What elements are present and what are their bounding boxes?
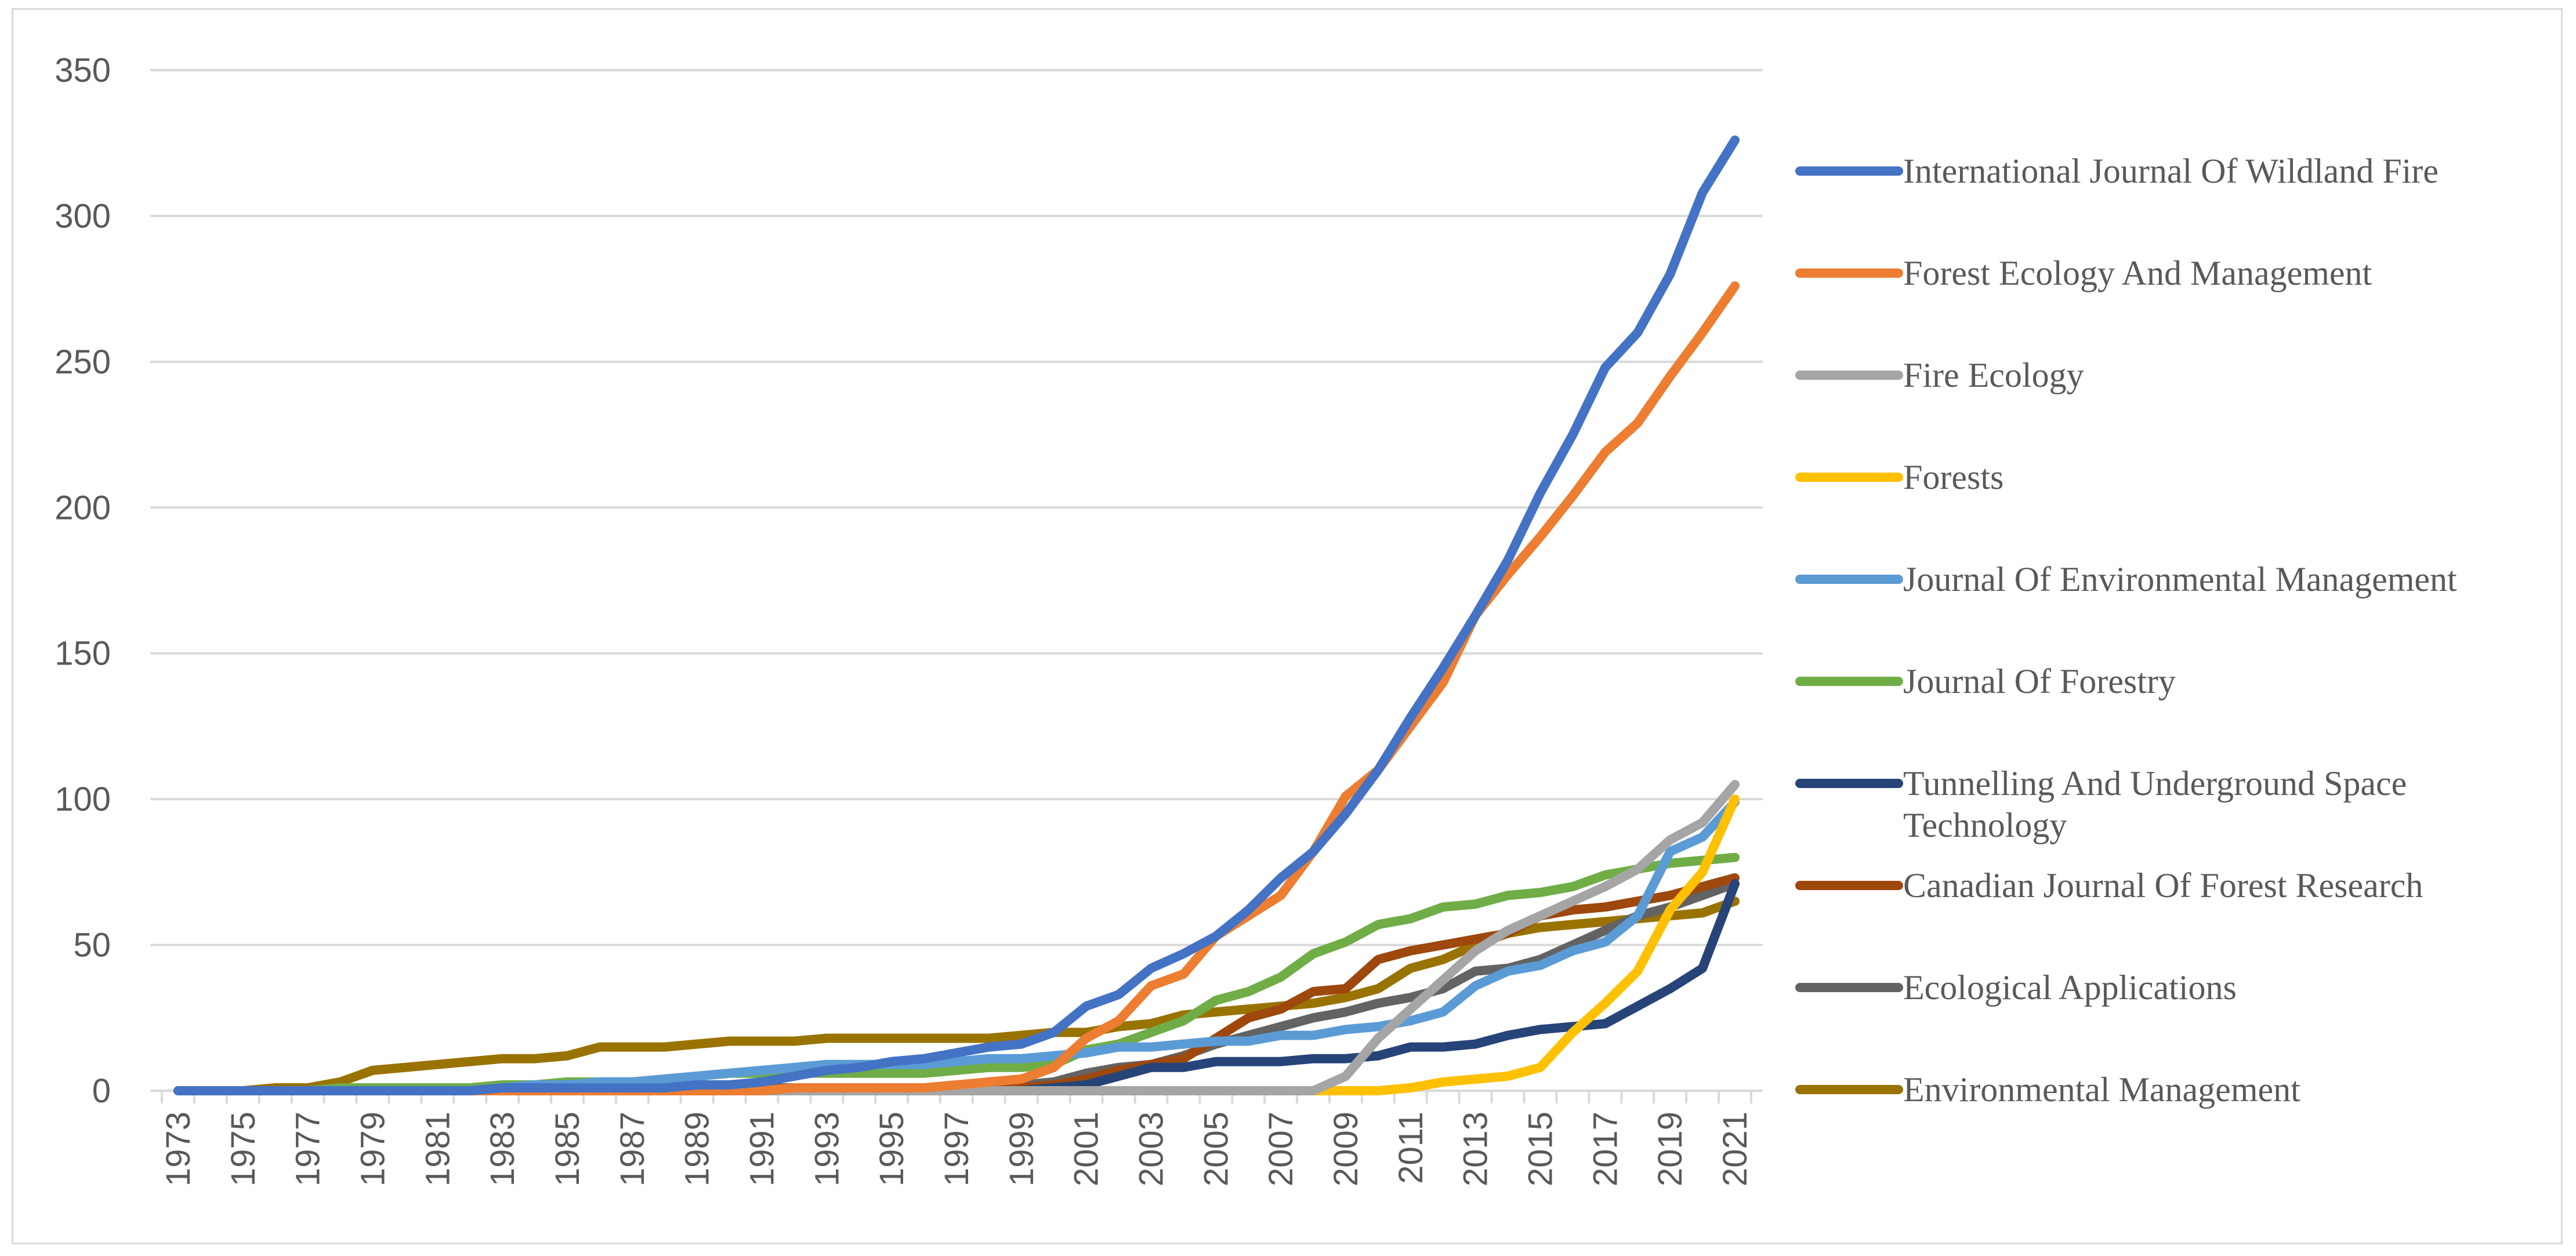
legend-label: Canadian Journal Of Forest Research — [1903, 866, 2423, 905]
x-tick-label: 2001 — [1068, 1112, 1106, 1186]
y-tick-label: 0 — [92, 1072, 111, 1110]
y-tick-label: 250 — [55, 343, 111, 381]
y-tick-label: 350 — [55, 52, 111, 89]
legend-label: Journal Of Environmental Management — [1903, 560, 2457, 598]
series-lines — [173, 135, 1740, 1095]
legend-label: Tunnelling And Underground Space — [1903, 764, 2407, 803]
x-tick-label: 1987 — [614, 1112, 651, 1186]
x-tick-label: 1991 — [744, 1112, 781, 1186]
legend-label: Ecological Applications — [1903, 968, 2237, 1007]
x-tick-label: 1985 — [549, 1112, 586, 1186]
y-tick-label: 50 — [73, 927, 111, 964]
legend-item: Fire Ecology — [1795, 356, 2084, 394]
y-tick-label: 150 — [55, 635, 111, 673]
legend-item: Environmental Management — [1795, 1070, 2300, 1109]
y-tick-label: 100 — [55, 781, 111, 818]
y-tick-label: 200 — [55, 489, 111, 527]
series-line-10 — [173, 896, 1740, 1095]
x-tick-label: 1993 — [808, 1112, 846, 1186]
gridlines — [150, 69, 1763, 946]
legend-item: International Journal Of Wildland Fire — [1795, 152, 2439, 190]
legend-item: Canadian Journal Of Forest Research — [1795, 866, 2423, 905]
legend-item: Journal Of Environmental Management — [1795, 560, 2457, 598]
legend-item: Tunnelling And Underground SpaceTechnolo… — [1795, 764, 2407, 844]
x-tick-label: 1997 — [938, 1112, 976, 1186]
legend-label: Fire Ecology — [1903, 356, 2084, 394]
x-tick-label: 2005 — [1197, 1112, 1235, 1186]
series-line-5 — [173, 797, 1740, 1095]
x-tick-label: 1999 — [1003, 1112, 1041, 1186]
legend: International Journal Of Wildland Fire Fo… — [1795, 152, 2457, 1109]
chart-frame: 0 50 100 150 200 250 300 350 1973 1975 1977 1979 198… — [12, 8, 2563, 1244]
x-tick-label: 2021 — [1716, 1112, 1754, 1186]
x-tick-label: 1983 — [484, 1112, 521, 1186]
x-tick-label: 2019 — [1651, 1112, 1689, 1186]
x-tick-label: 2017 — [1586, 1112, 1624, 1186]
legend-label: Journal Of Forestry — [1903, 662, 2176, 700]
x-tick-label: 1975 — [224, 1112, 262, 1186]
x-tick-label: 1977 — [289, 1112, 327, 1186]
legend-item: Forest Ecology And Management — [1795, 254, 2372, 292]
x-tick-label: 1973 — [160, 1112, 197, 1186]
x-tick-label: 2011 — [1392, 1112, 1430, 1184]
legend-label: Forests — [1903, 458, 2003, 496]
legend-label: International Journal Of Wildland Fire — [1903, 152, 2439, 190]
x-tick-label: 1979 — [354, 1112, 392, 1186]
x-tick-label: 2009 — [1327, 1112, 1365, 1186]
legend-label: Technology — [1903, 806, 2067, 844]
x-tick-label: 1989 — [679, 1112, 716, 1186]
legend-item: Ecological Applications — [1795, 968, 2237, 1007]
legend-item: Journal Of Forestry — [1795, 662, 2176, 700]
x-tick-label: 1995 — [873, 1112, 911, 1186]
series-line-3 — [173, 780, 1740, 1095]
x-tick-label: 2007 — [1262, 1112, 1300, 1186]
legend-label: Forest Ecology And Management — [1903, 254, 2372, 292]
x-tick-label: 2013 — [1457, 1112, 1495, 1186]
series-line-1 — [173, 135, 1740, 1095]
x-tick-label: 2015 — [1522, 1112, 1560, 1186]
axes: 0 50 100 150 200 250 300 350 1973 1975 1977 1979 198… — [55, 52, 1763, 1186]
y-tick-label: 300 — [55, 197, 111, 235]
x-tick-label: 1981 — [419, 1112, 456, 1186]
legend-item: Forests — [1795, 458, 2003, 496]
legend-label: Environmental Management — [1903, 1070, 2300, 1109]
line-chart: 0 50 100 150 200 250 300 350 1973 1975 1977 1979 198… — [55, 52, 2457, 1186]
x-tick-label: 2003 — [1133, 1112, 1171, 1186]
